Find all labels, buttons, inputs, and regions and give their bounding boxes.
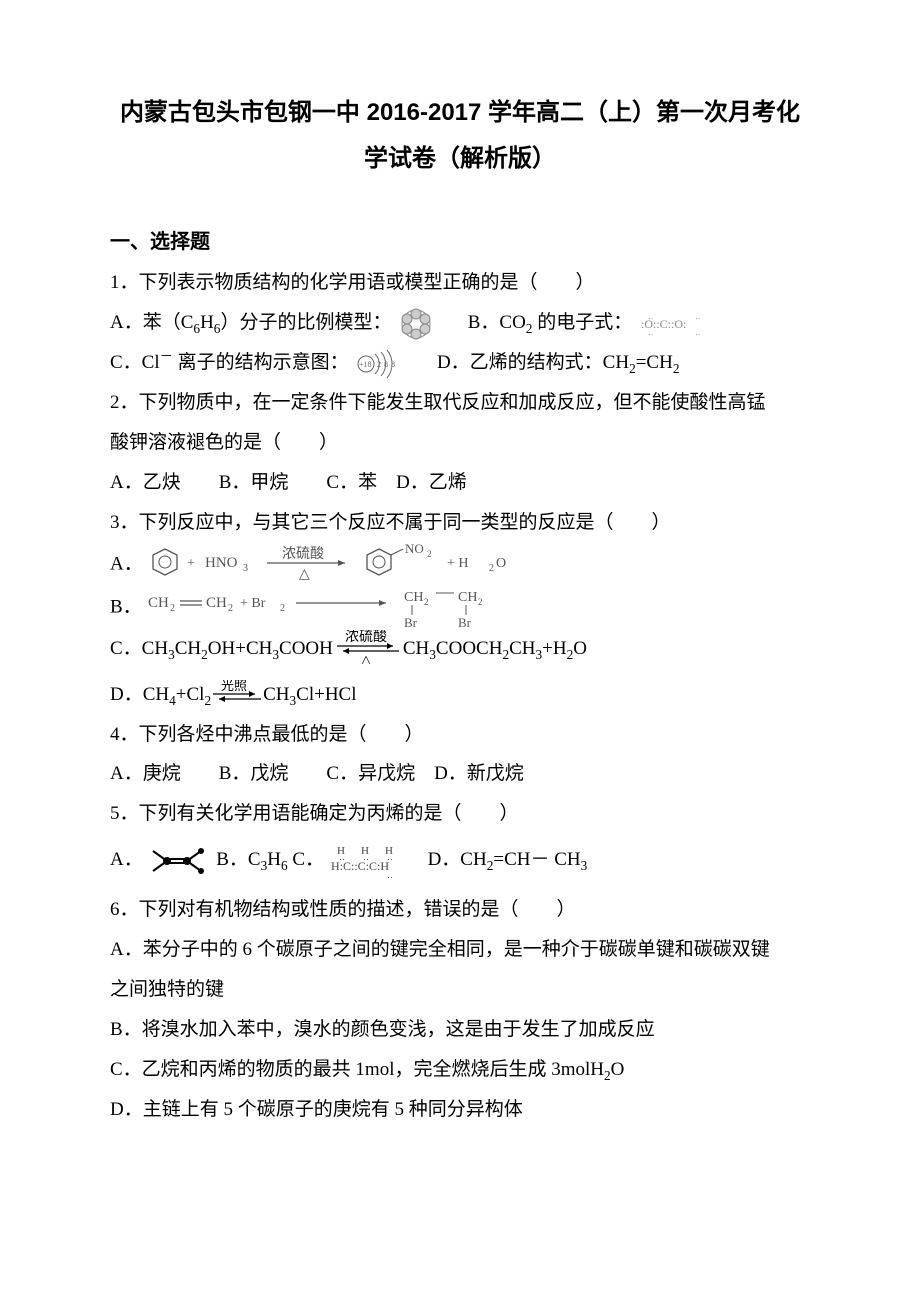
- svg-text:O: O: [496, 556, 506, 571]
- question-3: 3．下列反应中，与其它三个反应不属于同一类型的反应是（ ） A． + HNO 3…: [110, 503, 810, 715]
- svg-text:‥: ‥: [695, 328, 700, 336]
- ethene-bromine-addition-icon: CH 2 CH 2 + Br 2 CH 2 CH 2 Br Br: [146, 587, 536, 629]
- svg-text:2: 2: [170, 603, 175, 614]
- q3-opt-c: C．CH3CH2OH+CH3COOH 浓硫酸 △ CH3COOCH2CH3+H2…: [110, 629, 810, 669]
- svg-text:△: △: [299, 567, 310, 582]
- q3-opt-a: A． + HNO 3 浓硫酸 △ NO 2 + H 2 O: [110, 543, 810, 587]
- svg-text:+: +: [187, 556, 195, 571]
- svg-text:‥: ‥: [648, 328, 653, 336]
- svg-text:△: △: [361, 652, 371, 664]
- svg-text:2: 2: [489, 563, 494, 574]
- q1-opt-d-text: D．乙烯的结构式：CH2=CH2: [437, 352, 680, 373]
- title-line-2: 学试卷（解析版）: [364, 145, 556, 172]
- svg-text:‥: ‥: [363, 852, 369, 862]
- q3-opt-d: D．CH4+Cl2 光照 CH3Cl+HCl: [110, 675, 810, 715]
- svg-text:+ Br: + Br: [240, 596, 266, 611]
- svg-text:光照: 光照: [221, 680, 247, 693]
- q1-opt-c-text: C．Cl－ 离子的结构示意图：: [110, 352, 353, 373]
- q6-opt-b: B．将溴水加入苯中，溴水的颜色变浅，这是由于发生了加成反应: [110, 1010, 810, 1050]
- benzene-space-filling-icon: [396, 306, 436, 342]
- q5-opt-b: B．C3H6: [216, 849, 292, 870]
- q5-opt-d: D．CH2=CH－ CH3: [428, 849, 588, 870]
- q2-line2: 酸钾溶液褪色的是（ ）: [110, 423, 810, 463]
- equilibrium-arrow-sulfuric-icon: 浓硫酸 △: [333, 630, 403, 664]
- svg-text:‥: ‥: [387, 852, 393, 862]
- svg-text:CH: CH: [148, 595, 169, 611]
- q1-opt-b-text: B．CO2 的电子式：: [468, 312, 637, 333]
- q6-opt-a-line1: A．苯分子中的 6 个碳原子之间的键完全相同，是一种介于碳碳单键和碳碳双键: [110, 930, 810, 970]
- svg-text:Br: Br: [404, 615, 418, 629]
- q5-opt-c: C．: [292, 849, 324, 870]
- q3-stem: 3．下列反应中，与其它三个反应不属于同一类型的反应是（ ）: [110, 503, 810, 543]
- q5-opt-a: A．: [110, 849, 143, 870]
- q4-stem: 4．下列各烃中沸点最低的是（ ）: [110, 715, 810, 755]
- title-line-1: 内蒙古包头市包钢一中 2016-2017 学年高二（上）第一次月考化: [120, 99, 800, 126]
- svg-text:‥: ‥: [339, 852, 345, 862]
- svg-text:+ H: + H: [447, 556, 469, 571]
- question-1: 1．下列表示物质结构的化学用语或模型正确的是（ ） A．苯（C6H6）分子的比例…: [110, 263, 810, 383]
- q2-options: A．乙炔 B．甲烷 C．苯 D．乙烯: [110, 463, 810, 503]
- svg-text:CH: CH: [458, 590, 477, 605]
- svg-text:‥: ‥: [648, 312, 653, 321]
- cl-ion-structure-icon: +18 2 8 8: [353, 349, 413, 379]
- question-6: 6．下列对有机物结构或性质的描述，错误的是（ ） A．苯分子中的 6 个碳原子之…: [110, 890, 810, 1129]
- exam-title: 内蒙古包头市包钢一中 2016-2017 学年高二（上）第一次月考化 学试卷（解…: [110, 90, 810, 181]
- propene-lewis-structure-icon: H H H H:C::C:C:H ‥ ‥ ‥ ‥: [329, 844, 423, 878]
- svg-text:+18: +18: [359, 360, 372, 369]
- rxn-reagent: HNO: [205, 555, 238, 571]
- svg-text:2: 2: [228, 603, 233, 614]
- propene-ball-stick-icon: [147, 845, 211, 877]
- svg-text:8: 8: [391, 360, 395, 369]
- benzene-nitration-reaction-icon: + HNO 3 浓硫酸 △ NO 2 + H 2 O: [147, 543, 557, 587]
- svg-text:2: 2: [377, 360, 381, 369]
- svg-text:8: 8: [384, 360, 388, 369]
- svg-text:NO: NO: [405, 543, 424, 556]
- question-5: 5．下列有关化学用语能确定为丙烯的是（ ） A． B．C3H6 C． H: [110, 794, 810, 880]
- svg-text:2: 2: [424, 597, 429, 607]
- svg-text:Br: Br: [458, 615, 472, 629]
- q1-stem: 1．下列表示物质结构的化学用语或模型正确的是（ ）: [110, 263, 810, 303]
- q6-stem: 6．下列对有机物结构或性质的描述，错误的是（ ）: [110, 890, 810, 930]
- svg-text:CH: CH: [206, 595, 227, 611]
- q6-opt-c: C．乙烷和丙烯的物质的最共 1mol，完全燃烧后生成 3molH2O: [110, 1050, 810, 1090]
- q6-opt-d: D．主链上有 5 个碳原子的庚烷有 5 种同分异构体: [110, 1090, 810, 1130]
- co2-lewis-structure-icon: :O::C::O: ‥ ‥ ‥ ‥: [637, 312, 717, 336]
- svg-text:‥: ‥: [695, 312, 700, 321]
- svg-text:浓硫酸: 浓硫酸: [282, 546, 324, 562]
- svg-text:3: 3: [243, 563, 248, 574]
- q5-stem: 5．下列有关化学用语能确定为丙烯的是（ ）: [110, 794, 810, 834]
- q3-opt-b: B． CH 2 CH 2 + Br 2 CH 2 CH 2 Br: [110, 587, 810, 629]
- section-heading: 一、选择题: [110, 221, 810, 263]
- question-4: 4．下列各烃中沸点最低的是（ ） A．庚烷 B．戊烷 C．异戊烷 D．新戊烷: [110, 715, 810, 795]
- q6-opt-a-line2: 之间独特的键: [110, 970, 810, 1010]
- q2-line1: 2．下列物质中，在一定条件下能发生取代反应和加成反应，但不能使酸性高锰: [110, 383, 810, 423]
- svg-text:2: 2: [280, 603, 285, 614]
- svg-text:CH: CH: [404, 590, 423, 605]
- question-2: 2．下列物质中，在一定条件下能发生取代反应和加成反应，但不能使酸性高锰 酸钾溶液…: [110, 383, 810, 503]
- svg-text:2: 2: [478, 597, 483, 607]
- svg-text:2: 2: [427, 549, 432, 559]
- svg-text:‥: ‥: [387, 870, 393, 878]
- q1-opt-a-text: A．苯（C6H6）分子的比例模型：: [110, 312, 396, 333]
- equilibrium-arrow-light-icon: 光照: [211, 680, 263, 706]
- q4-options: A．庚烷 B．戊烷 C．异戊烷 D．新戊烷: [110, 754, 810, 794]
- svg-text:浓硫酸: 浓硫酸: [345, 630, 387, 645]
